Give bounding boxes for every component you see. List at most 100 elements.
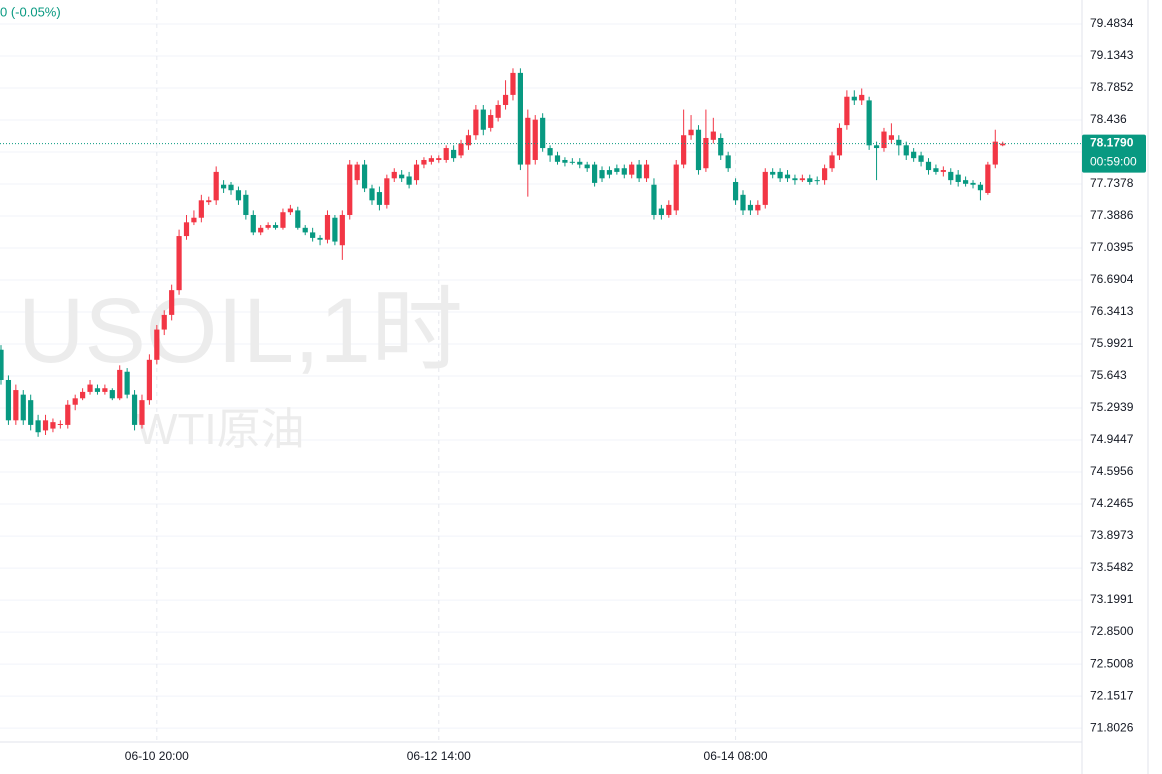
candle-body — [554, 155, 561, 162]
candle-body — [681, 135, 687, 165]
candle-body — [540, 117, 546, 149]
x-tick-label: 06-14 08:00 — [704, 749, 768, 763]
y-tick-label: 72.8500 — [1090, 624, 1134, 638]
y-tick-label: 72.1517 — [1090, 688, 1134, 702]
y-tick-label: 78.436 — [1090, 112, 1127, 126]
candle-body — [339, 214, 345, 246]
y-tick-label: 77.7378 — [1090, 176, 1134, 190]
candle-body — [176, 236, 182, 291]
candle-body — [302, 227, 308, 233]
candle-body — [829, 155, 835, 169]
candle-body — [258, 227, 264, 233]
candle-body — [161, 314, 167, 330]
candle-body — [925, 161, 932, 171]
y-tick-label: 74.5956 — [1090, 464, 1134, 478]
candle-body — [807, 178, 813, 182]
candle-body — [443, 148, 449, 160]
candle-body — [718, 137, 724, 156]
candle-body — [458, 143, 464, 156]
candle-body — [614, 168, 620, 172]
candle-body — [488, 115, 494, 128]
watermark: USOIL,1时 — [18, 280, 463, 382]
candle-body — [80, 391, 86, 399]
candle-body — [792, 178, 798, 181]
candle-body — [725, 155, 731, 169]
candle-body — [525, 117, 531, 165]
candle-body — [822, 168, 828, 181]
candle-body — [814, 180, 820, 182]
y-tick-label: 71.8026 — [1090, 720, 1134, 734]
candle-body — [272, 225, 279, 228]
candle-body — [65, 404, 71, 425]
countdown-label: 00:59:00 — [1090, 155, 1137, 169]
candle-body — [985, 164, 991, 193]
candle-body — [673, 164, 679, 211]
candle-body — [406, 176, 412, 185]
candle-body — [206, 200, 212, 203]
candle-body — [5, 379, 12, 421]
candle-body — [577, 161, 583, 165]
candle-body — [836, 127, 843, 156]
candle-body — [28, 400, 34, 425]
candle-body — [235, 190, 242, 201]
y-tick-label: 78.7852 — [1090, 80, 1134, 94]
y-tick-label: 79.4834 — [1090, 16, 1134, 30]
header-change: 0 (-0.05%) — [0, 4, 61, 19]
candle-body — [87, 384, 93, 392]
candle-body — [770, 171, 776, 175]
candle-body — [918, 155, 924, 162]
candle-body — [1000, 143, 1006, 146]
candle-body — [376, 192, 383, 205]
candle-body — [643, 164, 650, 179]
y-tick-label: 74.9447 — [1090, 432, 1134, 446]
candle-body — [955, 174, 961, 182]
candle-body — [747, 204, 754, 211]
candle-body — [117, 369, 123, 399]
candle-body — [332, 217, 338, 242]
candle-body — [213, 171, 219, 201]
candle-body — [651, 184, 657, 215]
candle-body — [710, 131, 716, 140]
candle-body — [436, 158, 442, 160]
y-tick-label: 75.643 — [1090, 368, 1127, 382]
candle-body — [473, 109, 479, 136]
candle-body — [859, 94, 865, 101]
candle-body — [347, 164, 353, 215]
candle-body — [562, 159, 568, 163]
candle-body — [903, 145, 909, 156]
candle-body — [636, 164, 642, 179]
candle-body — [102, 388, 108, 392]
y-tick-label: 75.9921 — [1090, 336, 1134, 350]
candle-body — [287, 208, 293, 213]
candle-body — [517, 72, 523, 165]
candle-body — [784, 174, 791, 179]
candle-body — [428, 158, 434, 162]
candle-body — [94, 388, 101, 392]
candle-body — [777, 171, 783, 179]
candle-body — [896, 139, 902, 146]
candle-body — [265, 225, 271, 228]
candle-body — [569, 161, 575, 163]
y-tick-label: 73.8973 — [1090, 528, 1134, 542]
y-tick-label: 73.5482 — [1090, 560, 1134, 574]
y-tick-label: 74.2465 — [1090, 496, 1134, 510]
y-tick-label: 76.6904 — [1090, 272, 1134, 286]
candle-body — [451, 149, 457, 159]
candle-body — [695, 129, 702, 171]
candle-body — [324, 214, 331, 240]
candle-body — [413, 164, 420, 181]
candle-body — [851, 96, 857, 101]
last-price-label: 78.1790 — [1090, 136, 1134, 150]
candle-body — [873, 145, 880, 149]
candle-body — [57, 423, 63, 425]
candle-body — [480, 109, 486, 130]
candle-body — [0, 349, 4, 380]
candle-body — [703, 137, 709, 169]
y-tick-label: 72.5008 — [1090, 656, 1134, 670]
candle-body — [191, 217, 197, 223]
candle-body — [109, 390, 115, 399]
candle-body — [911, 151, 917, 159]
candle-body — [391, 171, 397, 179]
